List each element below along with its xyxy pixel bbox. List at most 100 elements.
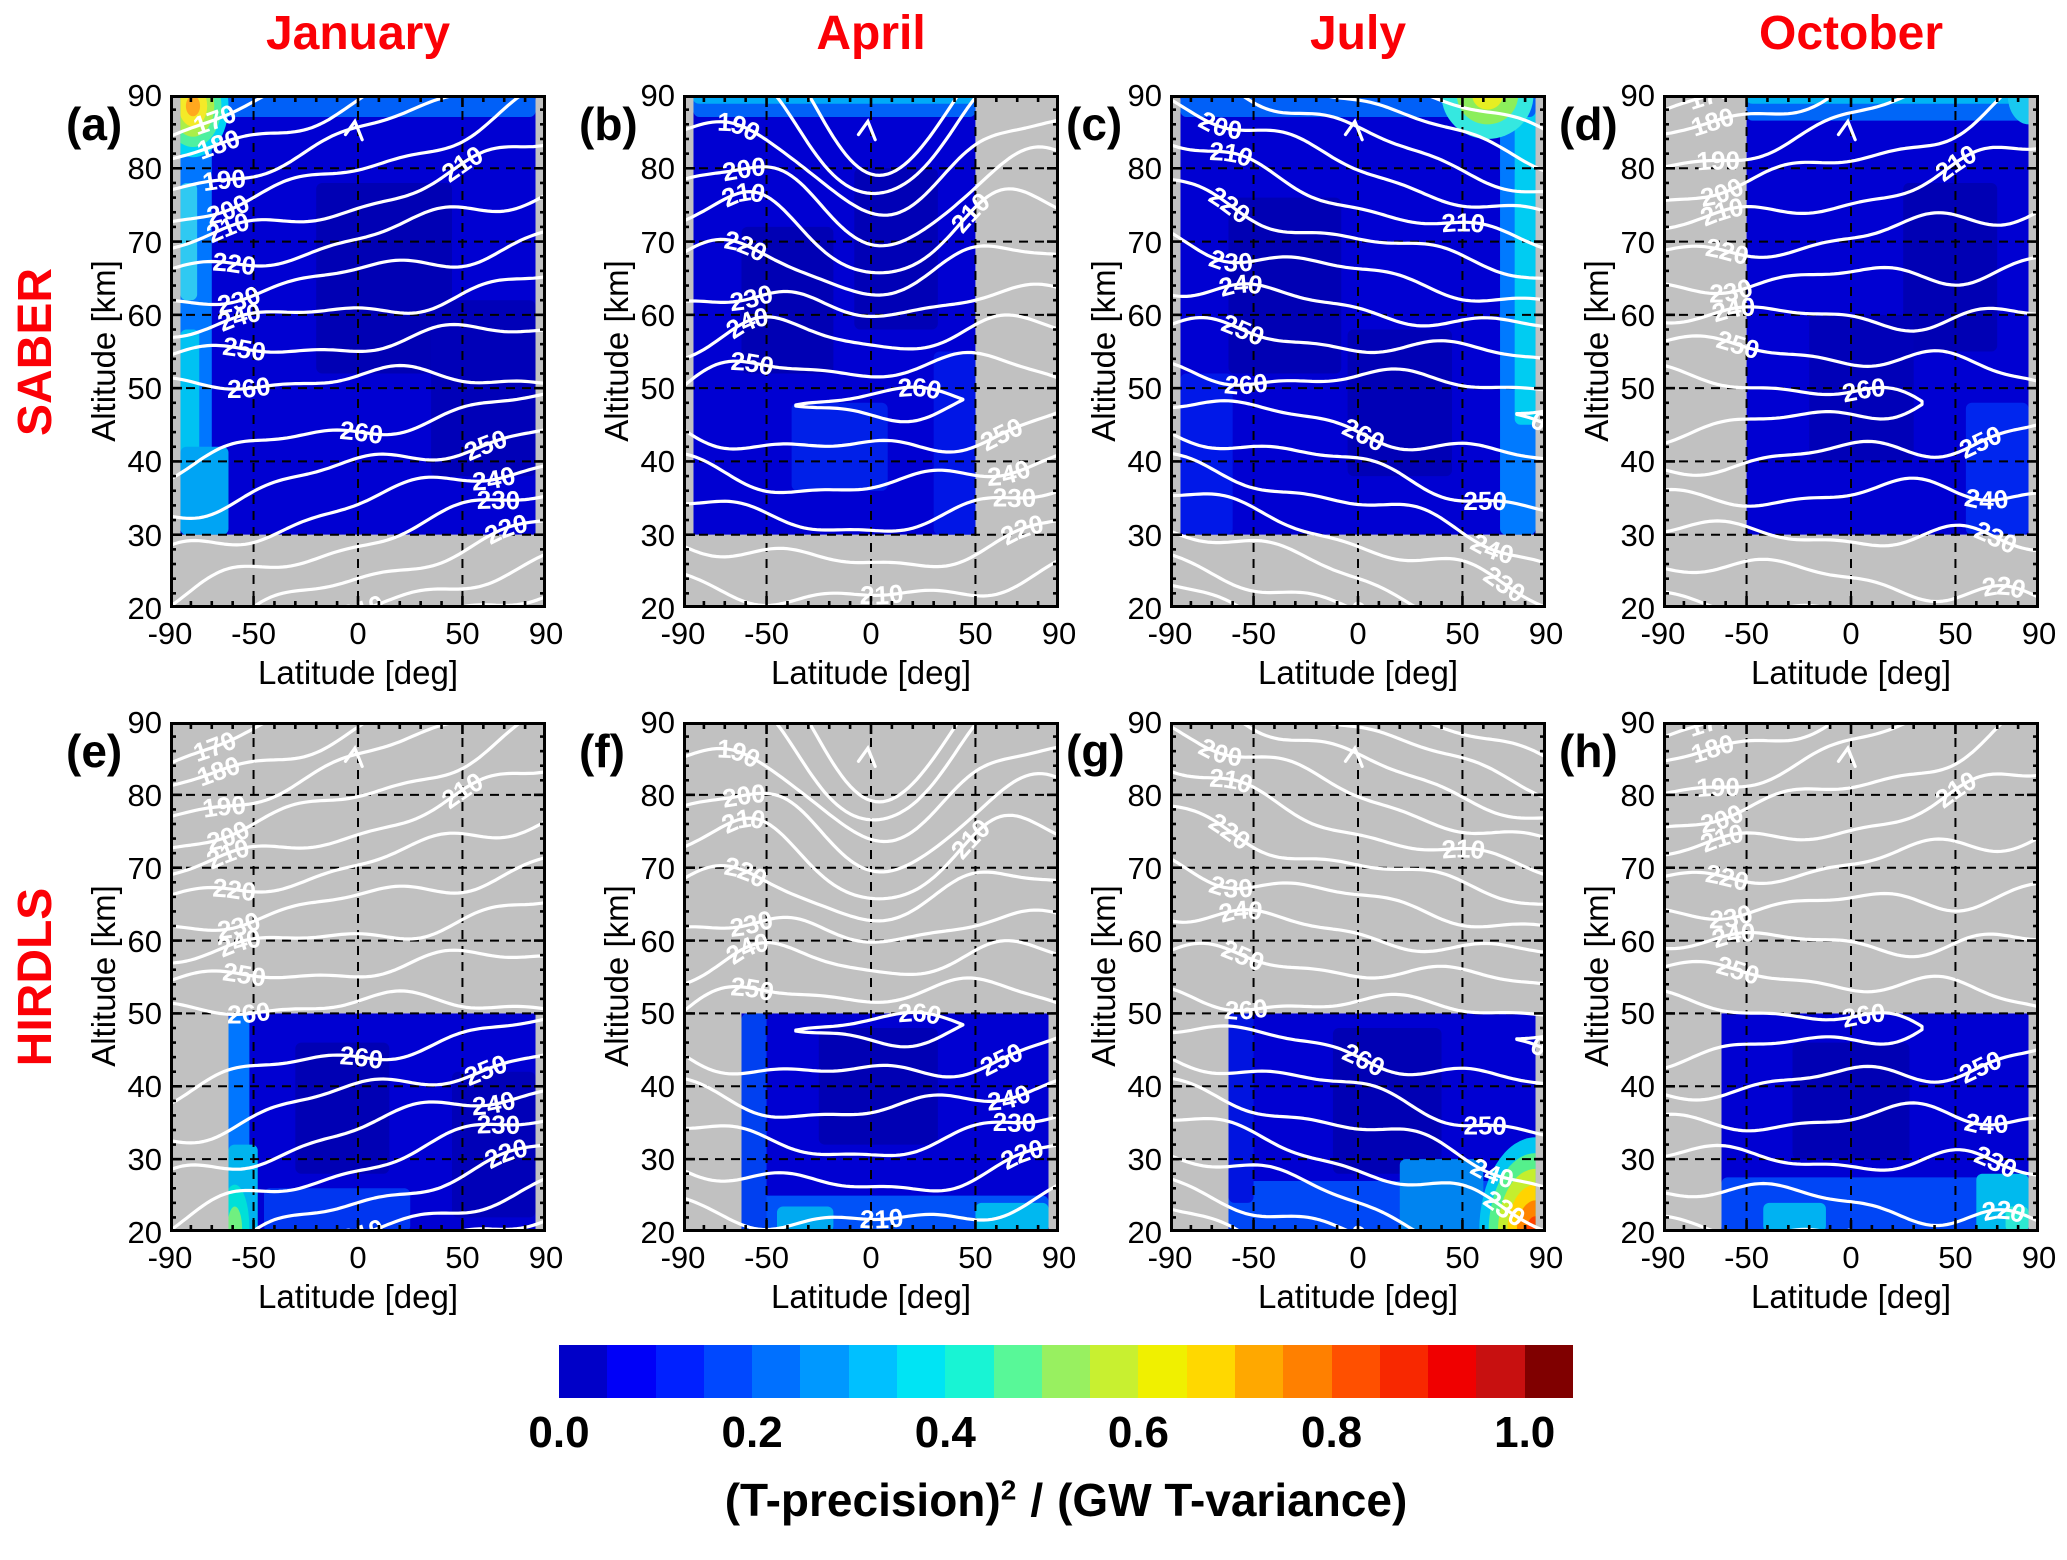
contour-label: 200 — [720, 152, 766, 188]
column-title-january: January — [265, 7, 451, 60]
fill-patch — [316, 182, 452, 374]
fill-patch — [180, 446, 229, 535]
contour-label: 200 — [720, 778, 766, 814]
contour-line — [1663, 722, 1913, 796]
contour-line — [1515, 1034, 1546, 1052]
contour-line — [362, 1176, 546, 1232]
x-tick-label: 90 — [1041, 616, 1077, 651]
x-tick-label: 0 — [1842, 1240, 1860, 1275]
contour-label: 250 — [1463, 486, 1507, 517]
y-tick-label: 60 — [640, 923, 675, 959]
colorbar-segment — [1428, 1345, 1477, 1398]
x-tick-label: -50 — [744, 616, 789, 651]
colorbar-segment — [655, 1345, 704, 1398]
hotspot-ring — [185, 95, 201, 117]
contour-line — [683, 864, 1059, 923]
y-tick-label: 50 — [1127, 996, 1162, 1032]
y-axis-title: Altitude [km] — [85, 259, 122, 442]
y-tick-label: 60 — [1127, 297, 1162, 333]
column-title-april: April — [816, 7, 926, 60]
contour-line — [1663, 476, 2039, 508]
contour-line — [773, 722, 980, 822]
contour-line — [1422, 722, 1546, 760]
y-tick-label: 70 — [1620, 224, 1655, 260]
x-tick-label: 50 — [1938, 616, 1973, 651]
contour-line — [362, 552, 546, 608]
contour-line — [1170, 908, 1546, 955]
contour-line — [683, 313, 1059, 361]
contour-line — [452, 594, 546, 608]
x-tick-label: -50 — [1231, 1240, 1276, 1275]
contour-line — [1170, 492, 1546, 608]
x-tick-label: 0 — [862, 616, 880, 651]
contour-line — [1170, 552, 1355, 608]
panel-a: 170 180 190 200 210 210 210 220 220 230 230 240 240 2… — [66, 78, 563, 691]
contour-line — [683, 1114, 1059, 1158]
contour-line — [1663, 1181, 2039, 1228]
y-axis-title: Altitude [km] — [598, 259, 635, 442]
panel-c: 1701801902002102102102202202302302402402… — [1066, 78, 1563, 691]
panel-plot-area: 1701801902002102102102202202302302402402… — [1170, 722, 1546, 1232]
hotspot-ring — [1472, 95, 1503, 110]
contour-label: 220 — [212, 872, 258, 907]
fill-patch — [933, 351, 976, 535]
fill-patch — [1792, 1042, 1910, 1160]
fill-patch — [975, 1202, 1049, 1232]
x-axis-title: Latitude [deg] — [258, 1278, 458, 1315]
x-tick-label: 90 — [2021, 1240, 2057, 1275]
contour-label: 260 — [897, 997, 945, 1031]
y-tick-label: 40 — [640, 444, 675, 480]
y-tick-label: 40 — [1127, 444, 1162, 480]
panel-plot-area: 1701801902002102102102202202302302402402… — [170, 95, 546, 608]
contour-line — [1170, 399, 1546, 461]
contour-line — [1515, 409, 1546, 426]
colorbar-title-rest: (GW T-variance) — [1057, 1474, 1408, 1526]
contour-line — [1170, 316, 1546, 361]
fill-patch — [1965, 402, 2029, 535]
y-tick-label: 20 — [1127, 1215, 1162, 1250]
x-tick-label: -90 — [660, 1240, 706, 1275]
contour-line — [683, 813, 1059, 901]
y-tick-label: 80 — [1127, 777, 1162, 813]
panel-letter: (h) — [1559, 725, 1618, 777]
x-axis-title: Latitude [deg] — [1751, 1278, 1951, 1315]
colorbar-title-slash: / — [1030, 1474, 1044, 1526]
x-tick-label: 50 — [1938, 1240, 1973, 1275]
contour-v-mark — [1836, 744, 1857, 769]
contour-label: 240 — [1962, 1107, 2011, 1140]
x-tick-label: -90 — [1640, 616, 1686, 651]
colorbar-segment — [1379, 1345, 1429, 1398]
panel-plot-area: 1701801902002102102102202202302302402402… — [1663, 95, 2039, 608]
y-tick-label: 80 — [640, 151, 675, 187]
x-tick-label: 90 — [528, 616, 564, 651]
panel-plot-area: 1701801902002102102102202202302302402402… — [1170, 95, 1546, 608]
colorbar-segment — [1283, 1345, 1332, 1398]
contour-line — [1663, 305, 2039, 333]
contour-line — [170, 392, 546, 481]
contour-line — [807, 95, 960, 177]
panel-letter: (e) — [66, 725, 123, 777]
y-tick-label: 50 — [1620, 371, 1655, 407]
contour-line — [683, 558, 1059, 608]
y-tick-label: 40 — [127, 444, 162, 480]
contour-label: 250 — [221, 331, 267, 367]
y-tick-label: 30 — [1127, 517, 1162, 553]
contour-label: 210 — [860, 578, 905, 610]
contour-line — [1170, 177, 1546, 281]
contour-line — [1170, 142, 1546, 251]
contour-line — [1170, 1076, 1546, 1190]
x-tick-label: 50 — [1445, 1240, 1480, 1275]
data-region — [1746, 95, 2029, 535]
contour-line — [683, 1143, 1059, 1193]
fill-patch — [1332, 1028, 1442, 1174]
contour-label: 230 — [993, 482, 1037, 513]
colorbar-segment — [945, 1345, 994, 1398]
y-tick-label: 20 — [127, 591, 162, 626]
contour-label: 230 — [476, 485, 520, 516]
temperature-contours — [683, 95, 1059, 608]
contour-line — [1663, 1047, 2039, 1102]
x-tick-label: -90 — [147, 616, 193, 651]
y-tick-label: 40 — [127, 1069, 162, 1105]
contour-line — [1663, 209, 2039, 259]
x-axis-title: Latitude [deg] — [1751, 654, 1951, 691]
